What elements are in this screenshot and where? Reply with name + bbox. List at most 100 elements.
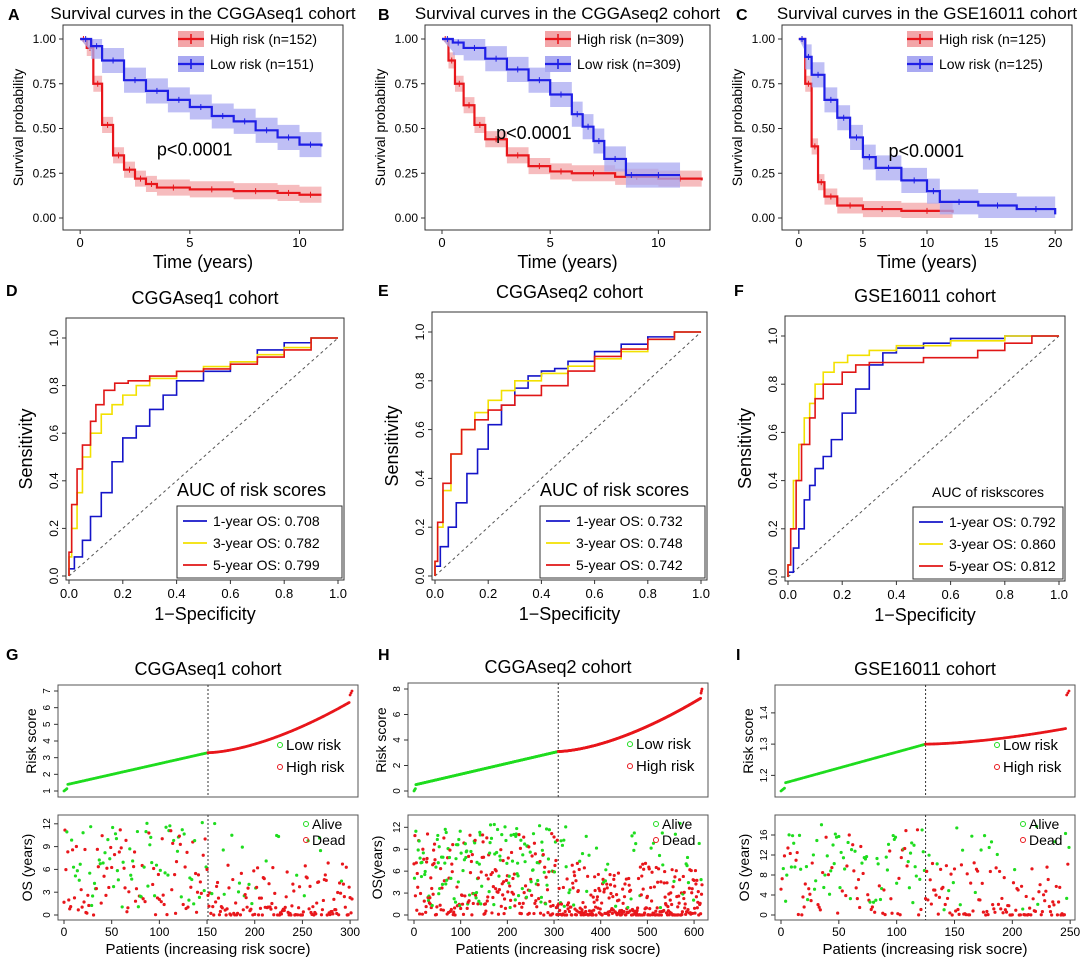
- dead-point: [438, 903, 442, 907]
- x-tick-label: 15: [984, 235, 998, 250]
- alive-point: [942, 908, 946, 912]
- dead-point: [992, 907, 996, 911]
- dead-point: [485, 899, 489, 903]
- alive-point: [202, 888, 206, 893]
- dead-point: [883, 912, 887, 917]
- y-tick-label: 6: [42, 866, 53, 872]
- alive-point: [436, 861, 440, 865]
- alive-point: [434, 865, 438, 869]
- alive-point: [686, 881, 691, 885]
- dead-point: [74, 844, 78, 849]
- dead-point: [670, 902, 674, 907]
- y-axis-label: Risk score: [740, 708, 756, 774]
- dead-point: [859, 844, 863, 849]
- alive-point: [435, 837, 439, 842]
- dead-point: [305, 876, 309, 880]
- x-tick-label: 150: [944, 925, 964, 939]
- dead-point: [609, 891, 613, 896]
- panel-title: Survival curves in the CGGAseq2 cohort: [415, 4, 720, 23]
- alive-point: [804, 865, 809, 869]
- dead-point: [1054, 884, 1058, 889]
- x-tick-label: 0: [411, 925, 418, 939]
- dead-point: [1029, 913, 1033, 917]
- dead-point: [933, 888, 937, 892]
- alive-point: [456, 843, 460, 847]
- x-tick-label: 0: [438, 235, 445, 250]
- dead-point: [260, 913, 264, 917]
- alive-point: [420, 860, 424, 864]
- dead-point: [296, 913, 300, 917]
- dead-point: [802, 905, 806, 909]
- alive-point: [164, 825, 168, 829]
- dead-point: [561, 885, 565, 890]
- alive-point: [187, 898, 191, 902]
- alive-point: [103, 851, 107, 855]
- y-tick-label: 7: [42, 688, 53, 694]
- dead-point: [491, 895, 495, 900]
- dead-point: [186, 905, 190, 909]
- dead-point: [636, 876, 641, 881]
- alive-point: [150, 860, 154, 865]
- dead-point: [522, 835, 526, 839]
- dead-point: [939, 867, 943, 871]
- legend-label: Low risk: [286, 737, 342, 754]
- alive-point: [886, 842, 891, 846]
- alive-point: [781, 866, 785, 871]
- alive-point: [562, 904, 566, 908]
- x-tick-label: 400: [591, 925, 611, 939]
- legend-label: 5-year OS: 0.812: [949, 558, 1056, 574]
- dead-point: [224, 913, 228, 917]
- alive-point: [111, 825, 115, 830]
- dead-point: [572, 874, 577, 878]
- x-tick-label: 0.6: [221, 586, 239, 601]
- alive-point: [531, 868, 535, 872]
- legend-label: 3-year OS: 0.782: [213, 535, 320, 551]
- alive-point: [863, 857, 868, 861]
- alive-point: [1036, 902, 1040, 906]
- high-risk-point: [700, 687, 704, 691]
- y-tick-label: 0.8: [413, 372, 427, 389]
- dead-point: [227, 886, 231, 890]
- dead-point: [543, 865, 547, 869]
- x-tick-label: 1.0: [1050, 587, 1068, 602]
- y-tick-label: 0.25: [752, 166, 776, 180]
- legend-title: AUC of risk scores: [177, 480, 326, 500]
- dead-point: [216, 896, 221, 900]
- x-tick-label: 0: [61, 925, 68, 939]
- alive-point: [1065, 896, 1069, 901]
- dead-point: [132, 850, 137, 854]
- alive-point: [521, 853, 525, 857]
- dead-point: [917, 913, 921, 917]
- dead-point: [238, 913, 243, 917]
- dead-point: [315, 901, 319, 905]
- x-tick-label: 20: [1048, 235, 1062, 250]
- dead-point: [650, 870, 654, 874]
- dead-point: [580, 908, 584, 912]
- alive-point: [860, 861, 864, 865]
- y-tick-label: 0.50: [395, 122, 419, 136]
- dead-point: [517, 832, 521, 837]
- alive-point: [594, 846, 599, 850]
- alive-point: [658, 905, 663, 910]
- dead-point: [169, 829, 173, 833]
- legend-marker: [303, 821, 309, 827]
- dead-point: [117, 850, 121, 854]
- y-tick-label: 3: [42, 889, 53, 895]
- dead-point: [501, 893, 505, 897]
- x-axis-label: Patients (increasing risk socre): [455, 941, 660, 958]
- dead-point: [627, 883, 631, 887]
- legend-marker: [627, 763, 633, 770]
- alive-point: [606, 862, 610, 866]
- dead-point: [844, 893, 848, 898]
- dead-point: [282, 908, 286, 912]
- alive-point: [440, 882, 445, 886]
- km-panel-c: C Survival curves in the GSE16011 cohort 0…: [729, 4, 1077, 272]
- dead-point: [523, 884, 528, 888]
- y-tick-label: 8: [392, 686, 403, 692]
- dead-point: [535, 905, 539, 909]
- y-tick-label: 9: [392, 846, 403, 852]
- dead-point: [323, 873, 327, 877]
- dead-point: [808, 892, 812, 896]
- alive-point: [172, 838, 176, 843]
- alive-point: [70, 838, 74, 842]
